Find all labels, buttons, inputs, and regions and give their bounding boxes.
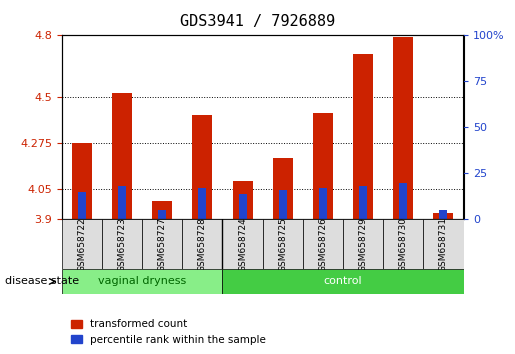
Bar — [439, 210, 448, 219]
FancyBboxPatch shape — [222, 219, 263, 269]
Text: GSM658723: GSM658723 — [117, 217, 127, 272]
Bar — [353, 54, 373, 219]
Bar — [359, 186, 367, 219]
FancyBboxPatch shape — [182, 219, 222, 269]
Bar — [118, 186, 126, 219]
FancyBboxPatch shape — [142, 219, 182, 269]
Bar — [433, 213, 453, 219]
Bar — [232, 181, 252, 219]
Bar — [399, 183, 407, 219]
Bar — [78, 192, 86, 219]
Bar — [319, 188, 327, 219]
Text: GSM658727: GSM658727 — [158, 217, 167, 272]
Bar — [72, 143, 92, 219]
FancyBboxPatch shape — [222, 269, 464, 294]
Text: GSM658726: GSM658726 — [318, 217, 328, 272]
Text: GSM658730: GSM658730 — [399, 217, 408, 272]
Bar — [273, 158, 293, 219]
Text: GSM658724: GSM658724 — [238, 217, 247, 272]
FancyBboxPatch shape — [263, 219, 303, 269]
Text: GDS3941 / 7926889: GDS3941 / 7926889 — [180, 14, 335, 29]
Text: GSM658725: GSM658725 — [278, 217, 287, 272]
Text: GSM658728: GSM658728 — [198, 217, 207, 272]
Bar — [313, 113, 333, 219]
Text: vaginal dryness: vaginal dryness — [98, 276, 186, 286]
Text: disease state: disease state — [5, 276, 79, 286]
Bar — [152, 201, 172, 219]
Bar — [112, 93, 132, 219]
Text: control: control — [323, 276, 363, 286]
FancyBboxPatch shape — [62, 219, 102, 269]
Bar — [238, 194, 247, 219]
Text: GSM658722: GSM658722 — [77, 217, 87, 272]
FancyBboxPatch shape — [383, 219, 423, 269]
FancyBboxPatch shape — [303, 219, 343, 269]
FancyBboxPatch shape — [343, 219, 383, 269]
FancyBboxPatch shape — [62, 269, 222, 294]
Bar — [393, 38, 413, 219]
Bar — [198, 188, 207, 219]
Text: GSM658731: GSM658731 — [439, 217, 448, 272]
Bar — [279, 190, 287, 219]
Text: GSM658729: GSM658729 — [358, 217, 368, 272]
FancyBboxPatch shape — [423, 219, 464, 269]
Legend: transformed count, percentile rank within the sample: transformed count, percentile rank withi… — [67, 315, 270, 349]
FancyBboxPatch shape — [102, 219, 142, 269]
Bar — [158, 210, 166, 219]
Bar — [192, 115, 212, 219]
